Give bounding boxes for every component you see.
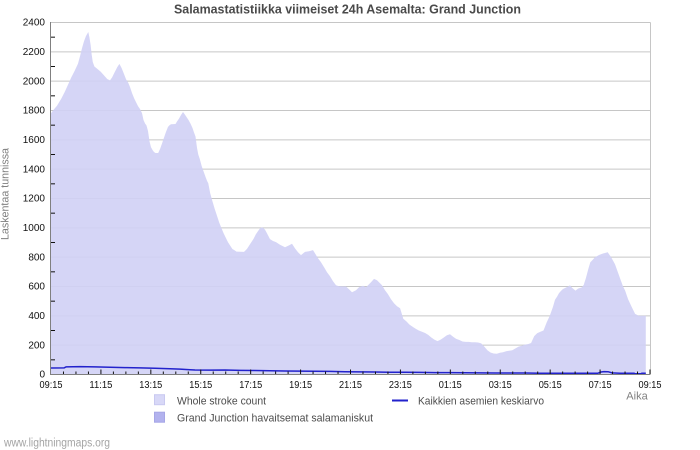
svg-text:1400: 1400 [23,164,46,175]
svg-text:19:15: 19:15 [289,380,312,391]
svg-text:www.lightningmaps.org: www.lightningmaps.org [3,438,110,450]
svg-text:Laskentaa tunnissa: Laskentaa tunnissa [0,147,12,240]
svg-text:13:15: 13:15 [139,380,162,391]
svg-text:400: 400 [28,311,45,322]
svg-text:1600: 1600 [23,135,46,146]
svg-text:1200: 1200 [23,194,46,205]
svg-text:Kaikkien asemien keskiarvo: Kaikkien asemien keskiarvo [418,396,544,408]
svg-text:600: 600 [28,282,45,293]
svg-text:01:15: 01:15 [439,380,462,391]
svg-text:2200: 2200 [23,47,46,58]
svg-text:Salamastatistiikka viimeiset 2: Salamastatistiikka viimeiset 24h Asemalt… [174,2,521,17]
svg-text:07:15: 07:15 [589,380,612,391]
svg-text:15:15: 15:15 [189,380,212,391]
svg-text:0: 0 [39,370,45,381]
svg-text:03:15: 03:15 [489,380,512,391]
svg-text:21:15: 21:15 [339,380,362,391]
svg-text:2000: 2000 [23,76,46,87]
svg-text:Grand Junction havaitsemat sal: Grand Junction havaitsemat salamaniskut [177,413,373,425]
svg-text:Aika: Aika [626,391,648,403]
svg-text:05:15: 05:15 [539,380,562,391]
svg-text:Whole stroke count: Whole stroke count [177,396,266,408]
svg-text:17:15: 17:15 [239,380,262,391]
svg-text:09:15: 09:15 [639,380,662,391]
svg-text:09:15: 09:15 [40,380,63,391]
svg-text:200: 200 [28,340,45,351]
svg-text:1000: 1000 [23,223,46,234]
svg-text:1800: 1800 [23,106,46,117]
svg-text:800: 800 [28,252,45,263]
svg-text:2400: 2400 [23,18,46,29]
svg-text:23:15: 23:15 [389,380,412,391]
svg-text:11:15: 11:15 [89,380,112,391]
